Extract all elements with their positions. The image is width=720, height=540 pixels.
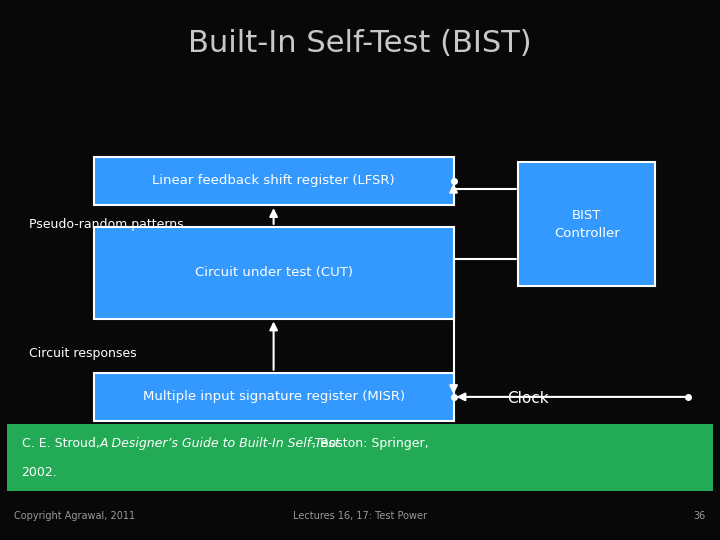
Text: 2002.: 2002. (22, 466, 58, 479)
FancyBboxPatch shape (94, 227, 454, 319)
Text: Multiple input signature register (MISR): Multiple input signature register (MISR) (143, 390, 405, 403)
Text: Lectures 16, 17: Test Power: Lectures 16, 17: Test Power (293, 511, 427, 521)
Text: Circuit under test (CUT): Circuit under test (CUT) (194, 266, 353, 279)
FancyBboxPatch shape (518, 162, 655, 286)
Text: Built-In Self-Test (BIST): Built-In Self-Test (BIST) (188, 29, 532, 58)
Text: Copyright Agrawal, 2011: Copyright Agrawal, 2011 (14, 511, 135, 521)
FancyBboxPatch shape (94, 373, 454, 421)
Text: Clock: Clock (508, 391, 549, 406)
Text: C. E. Stroud,: C. E. Stroud, (22, 437, 104, 450)
Text: 36: 36 (693, 511, 706, 521)
FancyBboxPatch shape (94, 157, 454, 205)
Text: BIST
Controller: BIST Controller (554, 208, 620, 240)
Text: A Designer’s Guide to Built-In Self-Test: A Designer’s Guide to Built-In Self-Test (99, 437, 340, 450)
Text: Pseudo-random patterns: Pseudo-random patterns (29, 218, 184, 231)
Text: Circuit responses: Circuit responses (29, 347, 136, 360)
FancyBboxPatch shape (7, 424, 713, 491)
Text: , Boston: Springer,: , Boston: Springer, (312, 437, 429, 450)
Text: Linear feedback shift register (LFSR): Linear feedback shift register (LFSR) (153, 174, 395, 187)
